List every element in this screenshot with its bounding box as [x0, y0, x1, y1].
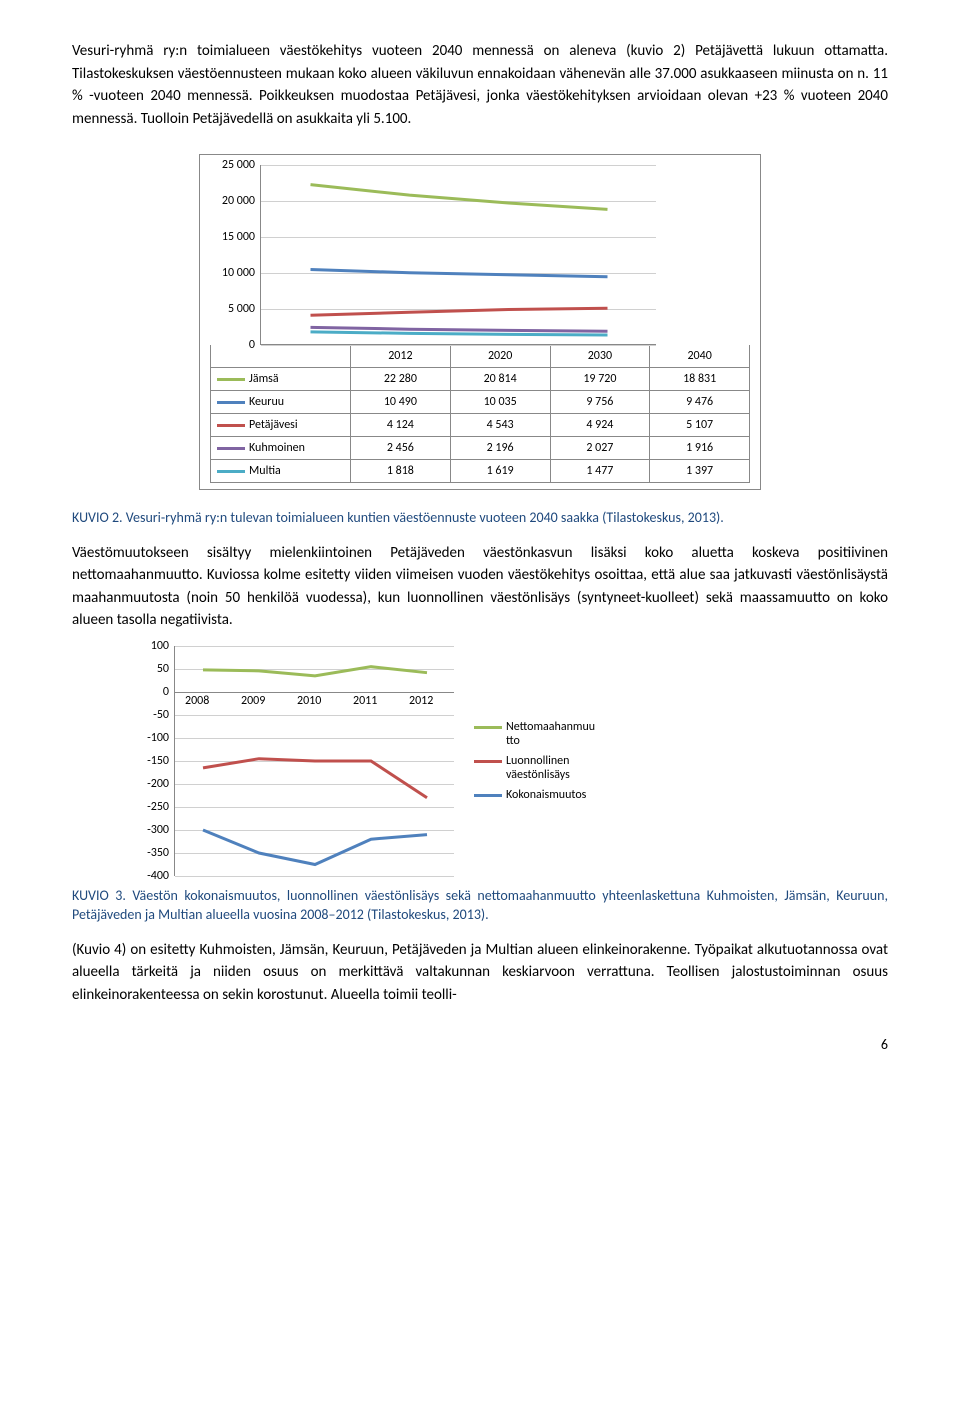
- chart1-cell: 1 916: [650, 437, 750, 460]
- chart2-legend-label: Nettomaahanmuu tto: [506, 720, 595, 748]
- chart2-y-tick-label: -100: [147, 731, 175, 745]
- chart1-y-tick-label: 10 000: [222, 266, 261, 280]
- chart1-cell: 2 456: [351, 437, 451, 460]
- chart2-plot: -400-350-300-250-200-150-100-50050100200…: [174, 646, 454, 876]
- chart1-plot: 05 00010 00015 00020 00025 000: [260, 165, 656, 345]
- chart2-legend-label: Luonnollinen väestönlisäys: [506, 754, 595, 782]
- chart1-cell: 1 619: [450, 460, 550, 483]
- chart1-cell: 18 831: [650, 368, 750, 391]
- chart2-series-line: [203, 758, 427, 797]
- chart1-y-tick-label: 0: [249, 338, 261, 352]
- chart-2: -400-350-300-250-200-150-100-50050100200…: [132, 646, 552, 876]
- chart2-legend: Nettomaahanmuu tto Luonnollinen väestönli…: [474, 714, 595, 808]
- chart1-series-line: [311, 185, 608, 210]
- chart2-y-tick-label: 100: [151, 639, 175, 653]
- chart1-series-line: [311, 269, 608, 276]
- chart1-series-line: [311, 308, 608, 315]
- chart1-series-line: [311, 332, 608, 335]
- chart1-x-category: 2012: [351, 345, 451, 368]
- chart1-cell: 1 818: [351, 460, 451, 483]
- chart1-series-name: Kuhmoinen: [211, 437, 351, 460]
- legend-swatch: [217, 424, 245, 427]
- caption-kuvio-3: KUVIO 3. Väestön kokonaismuutos, luonnol…: [72, 886, 888, 925]
- chart2-legend-item: Luonnollinen väestönlisäys: [474, 754, 595, 782]
- chart1-cell: 10 035: [450, 391, 550, 414]
- chart2-legend-label: Kokonaismuutos: [506, 788, 586, 802]
- chart1-cell: 4 924: [550, 414, 650, 437]
- paragraph-2: Väestömuutokseen sisältyy mielenkiintoin…: [72, 542, 888, 632]
- chart2-series-line: [203, 666, 427, 675]
- chart2-y-tick-label: -150: [147, 754, 175, 768]
- chart1-cell: 19 720: [550, 368, 650, 391]
- legend-swatch: [474, 760, 502, 763]
- chart2-y-tick-label: -250: [147, 800, 175, 814]
- chart1-series-line: [311, 327, 608, 331]
- chart2-y-tick-label: -350: [147, 846, 175, 860]
- chart1-data-table: 2012202020302040Jämsä22 28020 81419 7201…: [210, 345, 750, 483]
- chart1-y-tick-label: 5 000: [228, 302, 261, 316]
- legend-swatch: [217, 401, 245, 404]
- chart1-y-tick-label: 20 000: [222, 194, 261, 208]
- chart2-series-line: [203, 830, 427, 865]
- chart2-y-tick-label: -200: [147, 777, 175, 791]
- chart2-y-tick-label: -300: [147, 823, 175, 837]
- chart2-legend-item: Nettomaahanmuu tto: [474, 720, 595, 748]
- legend-swatch: [217, 378, 245, 381]
- intro-paragraph-1: Vesuri-ryhmä ry:n toimialueen väestökehi…: [72, 40, 888, 130]
- legend-swatch: [474, 794, 502, 797]
- chart1-cell: 10 490: [351, 391, 451, 414]
- chart1-cell: 4 124: [351, 414, 451, 437]
- legend-swatch: [217, 470, 245, 473]
- legend-swatch: [217, 447, 245, 450]
- chart1-series-name: Keuruu: [211, 391, 351, 414]
- paragraph-3: (Kuvio 4) on esitetty Kuhmoisten, Jämsän…: [72, 939, 888, 1007]
- chart1-cell: 9 476: [650, 391, 750, 414]
- page-number: 6: [72, 1036, 888, 1053]
- chart1-series-name: Petäjävesi: [211, 414, 351, 437]
- chart1-cell: 2 027: [550, 437, 650, 460]
- chart1-cell: 5 107: [650, 414, 750, 437]
- chart1-cell: 1 477: [550, 460, 650, 483]
- legend-swatch: [474, 726, 502, 729]
- chart1-x-category: 2020: [450, 345, 550, 368]
- chart1-cell: 22 280: [351, 368, 451, 391]
- chart1-gridline: [261, 345, 656, 346]
- chart2-gridline: [175, 876, 454, 877]
- chart2-y-tick-label: 0: [163, 685, 175, 699]
- chart1-cell: 20 814: [450, 368, 550, 391]
- chart1-cell: 2 196: [450, 437, 550, 460]
- caption-kuvio-2: KUVIO 2. Vesuri-ryhmä ry:n tulevan toimi…: [72, 508, 888, 528]
- chart1-series-name: Multia: [211, 460, 351, 483]
- chart1-cell: 9 756: [550, 391, 650, 414]
- chart-1: 05 00010 00015 00020 00025 000 201220202…: [72, 148, 888, 496]
- chart2-y-tick-label: -400: [147, 869, 175, 883]
- chart1-y-tick-label: 15 000: [222, 230, 261, 244]
- chart2-y-tick-label: -50: [153, 708, 175, 722]
- chart1-series-name: Jämsä: [211, 368, 351, 391]
- chart2-y-tick-label: 50: [157, 662, 175, 676]
- chart1-y-tick-label: 25 000: [222, 158, 261, 172]
- chart1-x-category: 2040: [650, 345, 750, 368]
- chart1-cell: 1 397: [650, 460, 750, 483]
- chart2-legend-item: Kokonaismuutos: [474, 788, 595, 802]
- chart1-x-category: 2030: [550, 345, 650, 368]
- chart1-cell: 4 543: [450, 414, 550, 437]
